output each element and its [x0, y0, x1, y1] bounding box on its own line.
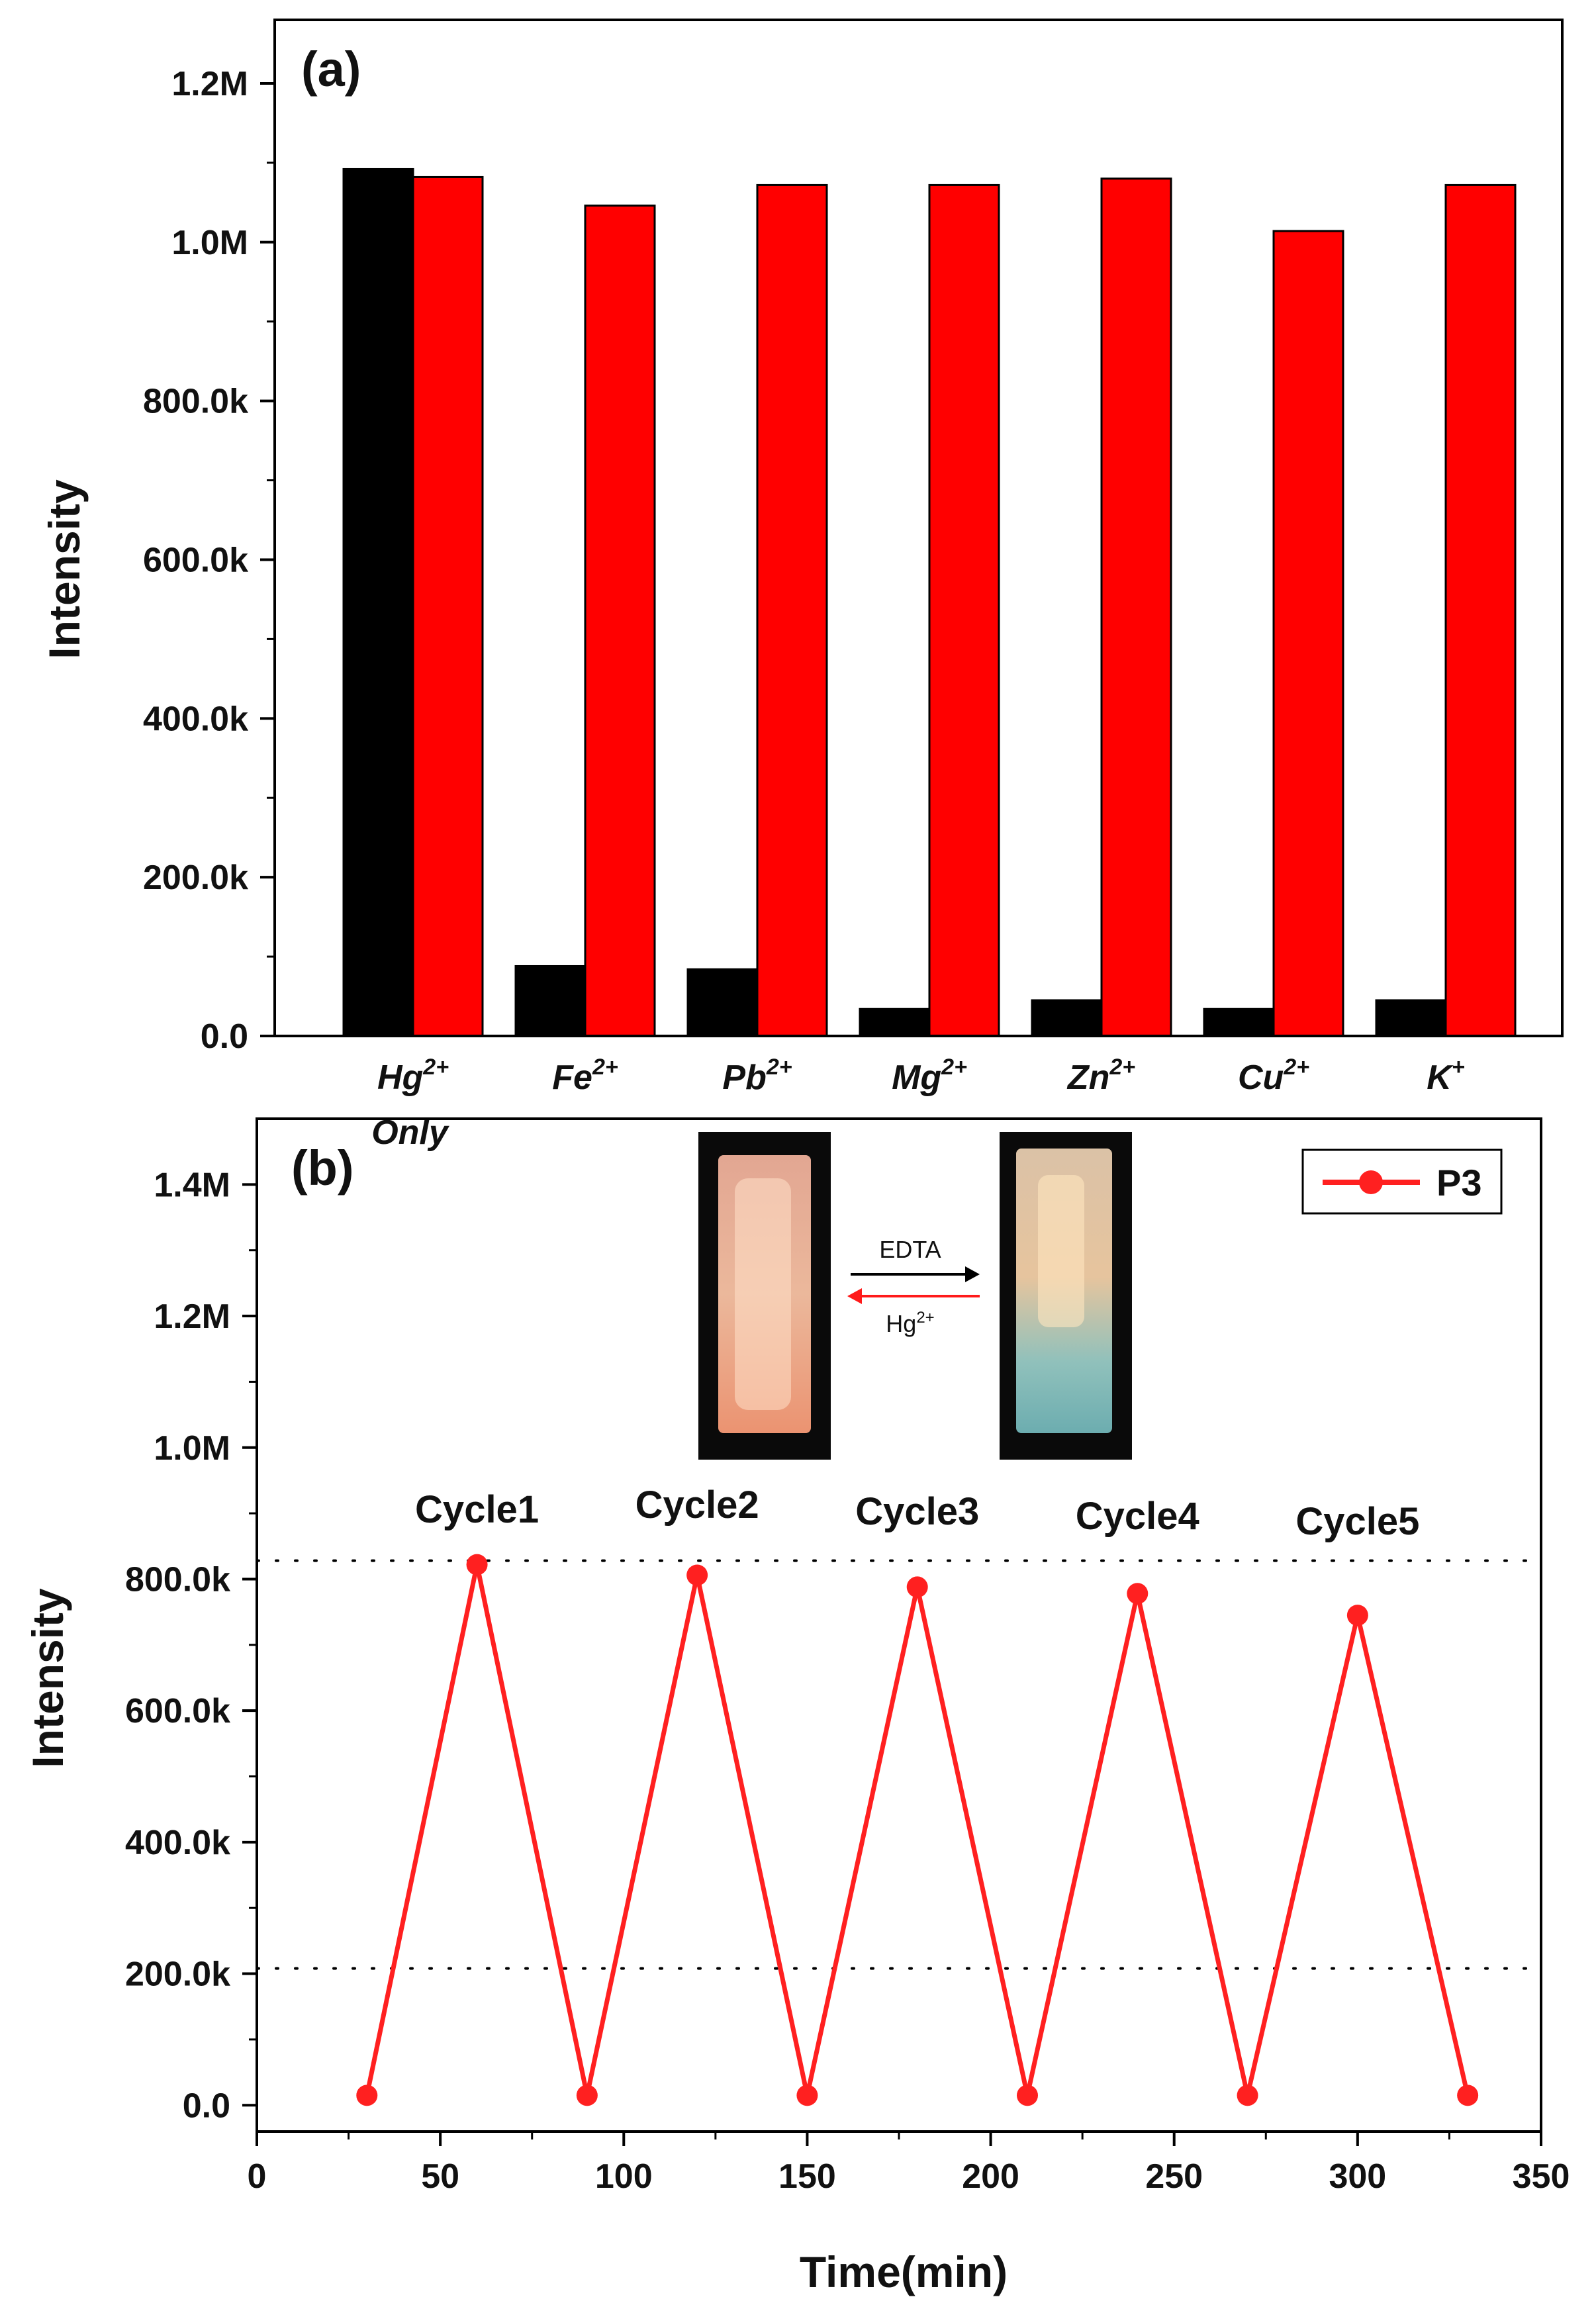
y-tick-label: 600.0k: [143, 541, 248, 579]
line-series: [356, 1554, 1479, 2106]
bar: [1375, 999, 1447, 1037]
y-tick-label: 800.0k: [125, 1560, 230, 1599]
bar: [928, 183, 1000, 1037]
data-point: [1127, 1583, 1149, 1605]
x-tick-label: 100: [595, 2157, 653, 2196]
y-tick-label: 800.0k: [143, 383, 248, 421]
y-tick-label: 0.0: [201, 1017, 248, 1056]
cuvette-right-glow: [1038, 1175, 1084, 1327]
category-label: K+: [1427, 1055, 1465, 1097]
cycle-label: Cycle1: [415, 1488, 539, 1531]
x-tick-label: 200: [962, 2157, 1019, 2196]
bar: [584, 205, 656, 1037]
y-tick-label: 1.0M: [154, 1429, 230, 1468]
panel-label: (a): [301, 42, 361, 97]
bar: [412, 175, 484, 1037]
y-tick-label: 600.0k: [125, 1692, 230, 1730]
reverse-arrow-label: Hg2+: [886, 1309, 934, 1337]
legend: P3: [1301, 1149, 1503, 1215]
data-point: [1017, 2085, 1038, 2106]
cycle-labels: Cycle1 Cycle2 Cycle3 Cycle4 Cycle5: [415, 1483, 1419, 1543]
axes-ticks: 0.0 200.0k 400.0k 600.0k 800.0k 1.0M 1.2M 1.4M 0…: [125, 1166, 1570, 2196]
bar: [514, 964, 587, 1037]
data-point: [796, 2085, 818, 2106]
forward-arrow-label: EDTA: [879, 1236, 941, 1263]
data-point: [1237, 2085, 1258, 2106]
y-tick-label: 200.0k: [143, 859, 248, 897]
legend-marker: [1359, 1170, 1383, 1194]
category-label: Cu2+: [1238, 1055, 1309, 1097]
y-tick-label: 400.0k: [125, 1824, 230, 1862]
bar: [756, 183, 828, 1037]
plot-frame: [273, 19, 1564, 1037]
x-tick-label: 350: [1513, 2157, 1570, 2196]
data-point: [1346, 1605, 1368, 1626]
x-tick-label: 250: [1145, 2157, 1203, 2196]
bar: [1272, 230, 1344, 1037]
bar: [686, 968, 759, 1037]
plot-frame: [256, 1117, 1542, 2133]
y-tick-label: 1.4M: [154, 1166, 230, 1204]
cycle-label: Cycle2: [635, 1483, 759, 1526]
y-axis-title: Intensity: [23, 1588, 72, 1768]
reference-lines: [256, 1559, 1534, 1970]
data-point: [906, 1576, 928, 1598]
y-tick-label: 0.0: [183, 2087, 230, 2125]
data-point: [356, 2085, 378, 2106]
cuvette-left-glow: [735, 1178, 791, 1410]
bar: [1444, 183, 1517, 1037]
y-axis-title: Intensity: [40, 479, 89, 659]
category-label: Pb2+: [722, 1055, 792, 1097]
y-tick-label: 1.0M: [171, 224, 248, 262]
x-tick-label: 50: [421, 2157, 459, 2196]
data-point: [686, 1564, 708, 1586]
y-tick-label: 1.2M: [154, 1297, 230, 1336]
legend-label: P3: [1436, 1162, 1482, 1203]
category-label: Fe2+: [552, 1055, 618, 1097]
cycle-label: Cycle3: [855, 1490, 979, 1533]
x-tick-label: 300: [1329, 2157, 1386, 2196]
y-tick-label: 400.0k: [143, 700, 248, 738]
category-label: Zn2+: [1066, 1055, 1135, 1097]
data-point: [1457, 2085, 1479, 2106]
series-line: [364, 1564, 1470, 2096]
cycle-label: Cycle5: [1295, 1500, 1419, 1543]
x-tick-label: 0: [248, 2157, 267, 2196]
x-axis-title: Time(min): [800, 2247, 1008, 2296]
cycle-label: Cycle4: [1076, 1495, 1199, 1538]
category-label: Mg2+: [892, 1055, 967, 1097]
bar: [859, 1008, 931, 1037]
y-tick-label: 1.2M: [171, 65, 248, 103]
data-point: [576, 2085, 598, 2106]
bar: [1203, 1008, 1275, 1037]
x-tick-label: 150: [778, 2157, 836, 2196]
line-chart-panel: 0.0 200.0k 400.0k 600.0k 800.0k 1.0M 1.2M 1.4M 0…: [23, 1117, 1570, 2296]
panel-label: (b): [291, 1141, 354, 1196]
bar: [342, 167, 414, 1037]
bar-series: [342, 167, 1517, 1037]
data-point: [466, 1554, 488, 1575]
y-tick-label: 200.0k: [125, 1955, 230, 1994]
inset-photo: EDTA Hg2+: [698, 1132, 1132, 1460]
reverse-arrow-head: [847, 1288, 862, 1304]
bar: [1100, 177, 1172, 1037]
category-label: Hg2+: [377, 1055, 449, 1097]
y-axis-ticks: 0.0 200.0k 400.0k 600.0k 800.0k 1.0M 1.2M: [143, 65, 275, 1056]
bar: [1031, 999, 1103, 1037]
forward-arrow-head: [965, 1266, 980, 1282]
